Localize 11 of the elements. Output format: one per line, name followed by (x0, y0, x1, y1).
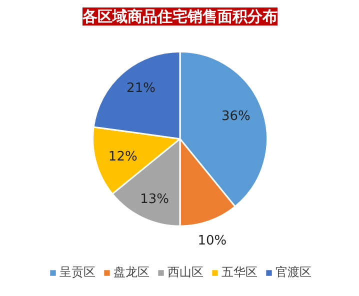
legend-label: 五华区 (222, 264, 258, 281)
data-label: 36% (221, 108, 250, 124)
legend-label: 西山区 (168, 264, 204, 281)
data-label: 21% (126, 80, 156, 96)
data-label: 10% (198, 233, 227, 248)
legend-label: 盘龙区 (114, 264, 150, 281)
chart-title: 各区域商品住宅销售面积分布 (82, 8, 278, 26)
legend-label: 官渡区 (276, 264, 312, 281)
legend-label: 呈贡区 (60, 264, 96, 281)
data-label: 13% (140, 192, 169, 207)
data-label: 12% (108, 149, 138, 164)
